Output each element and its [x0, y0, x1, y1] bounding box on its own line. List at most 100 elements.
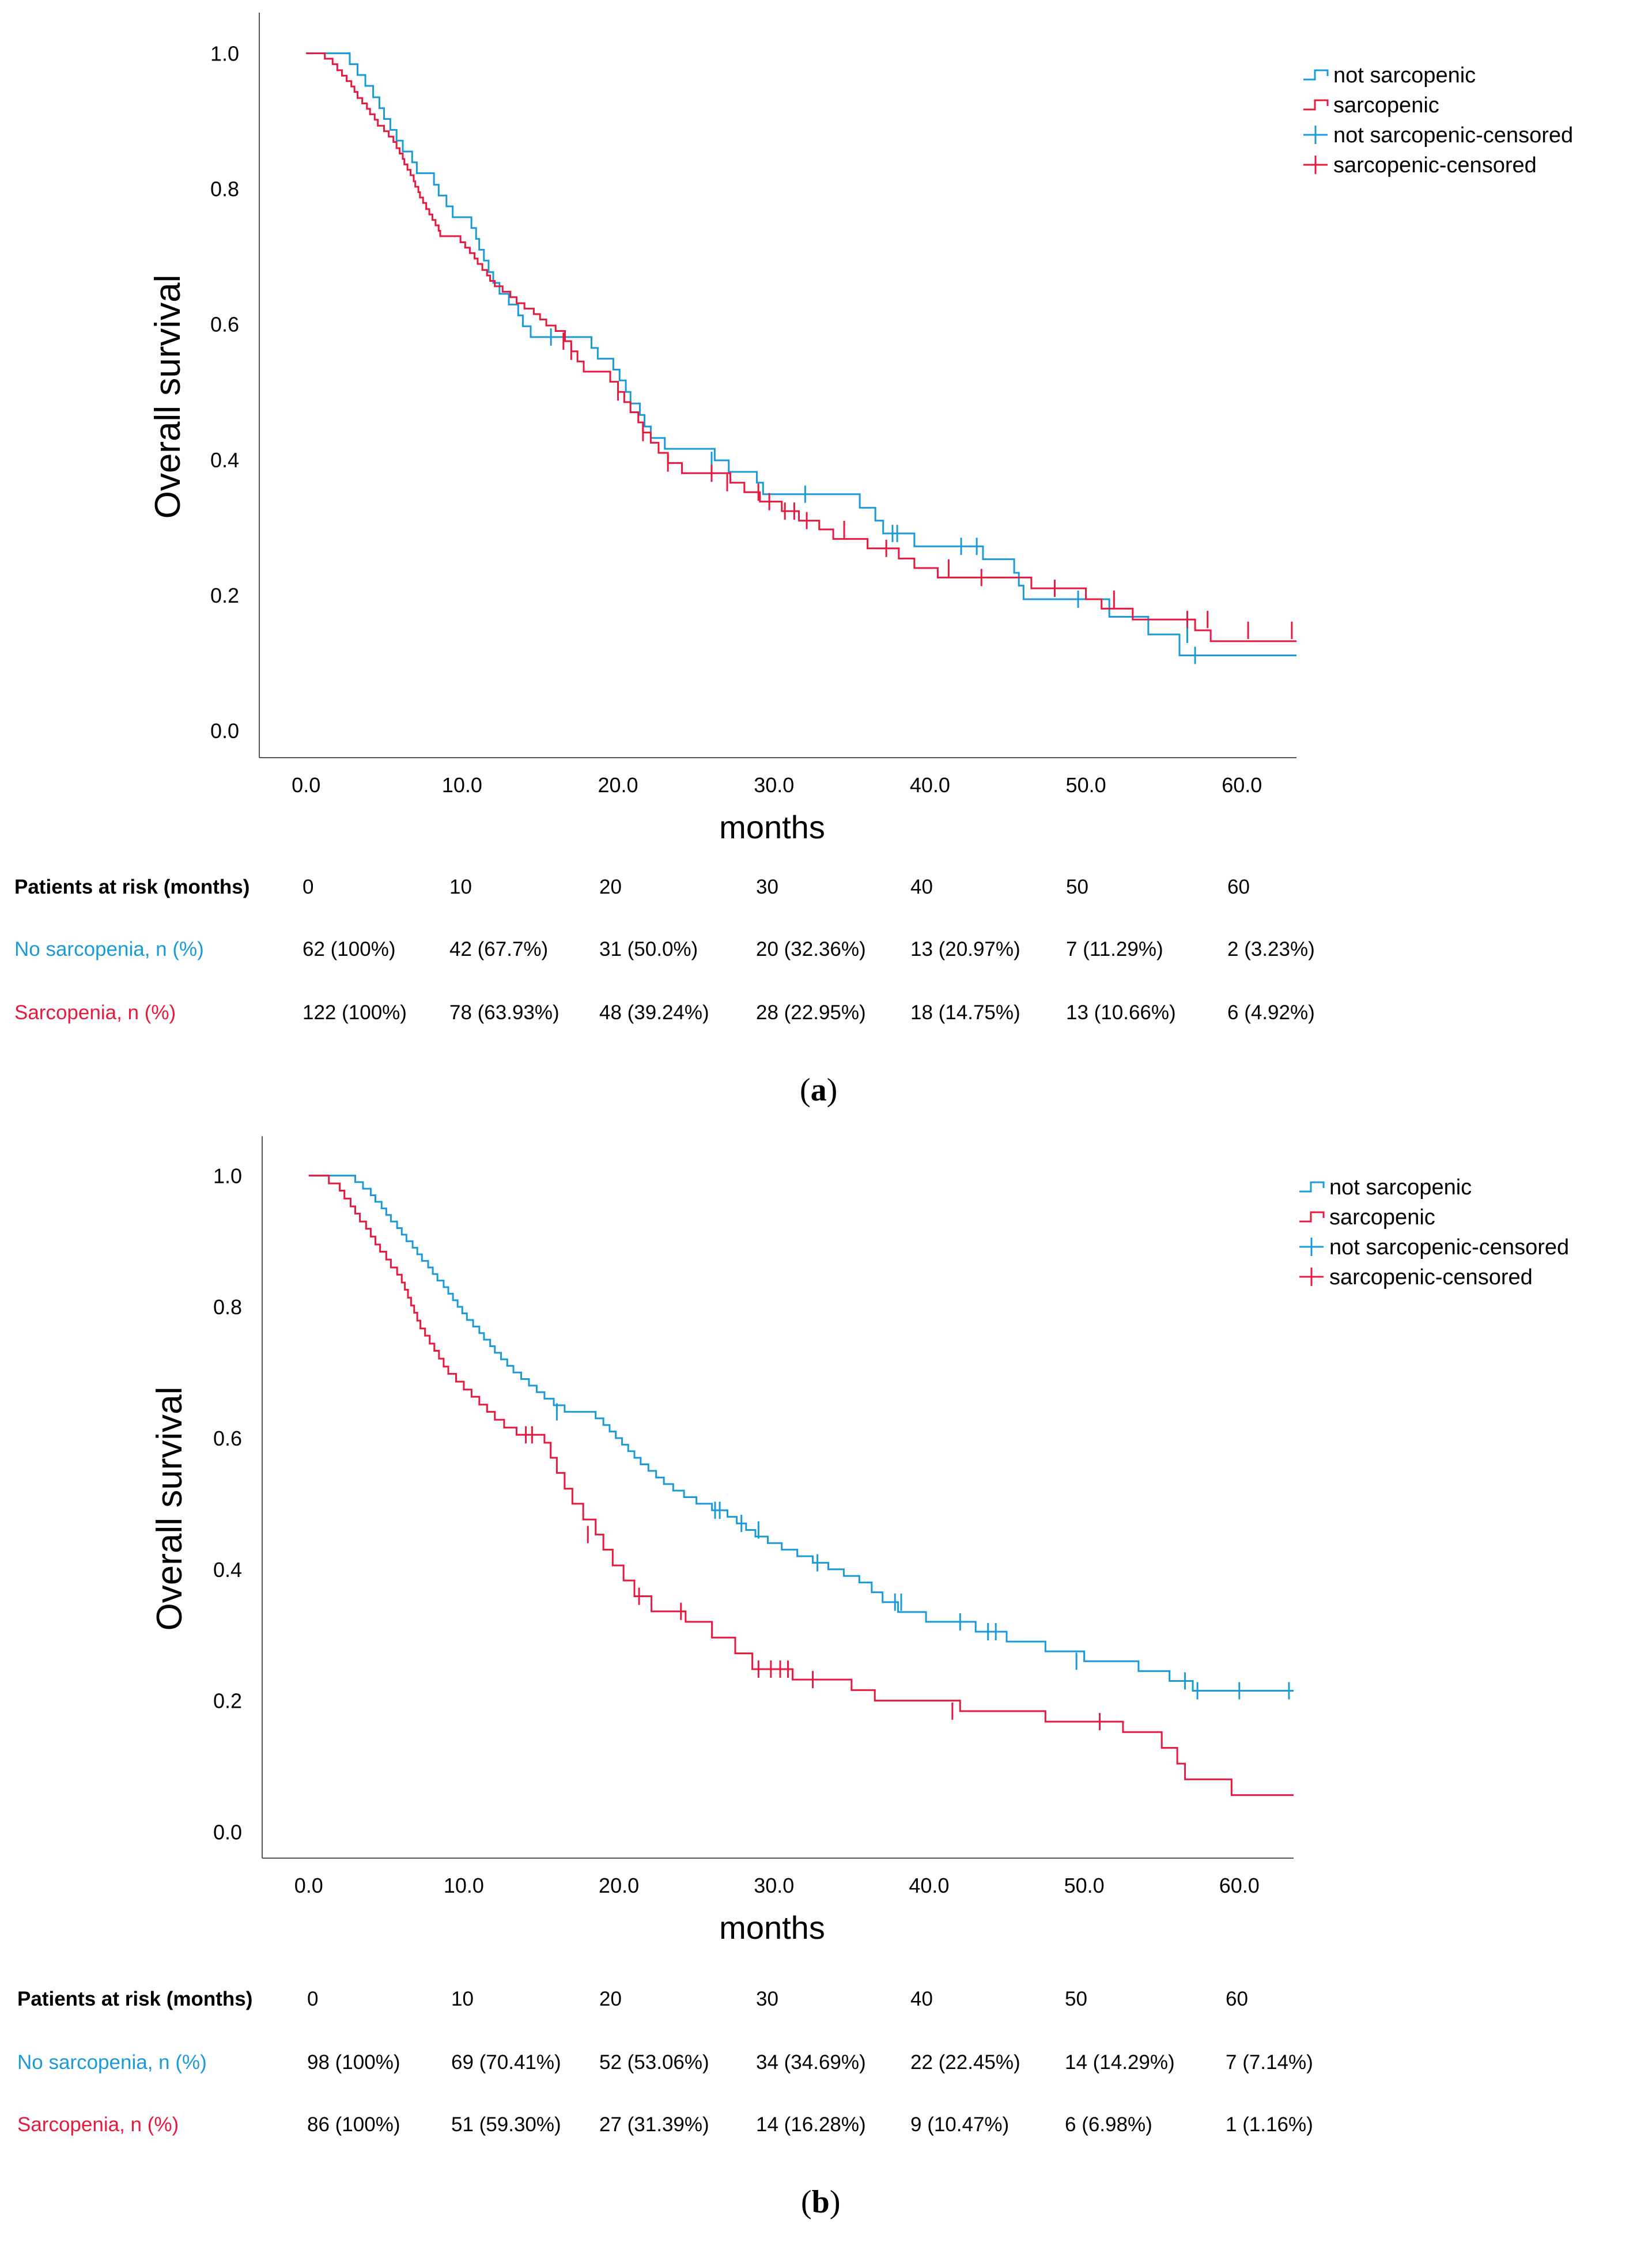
x-tick-label: 50.0: [1066, 773, 1106, 797]
panel-caption-b: (b): [801, 2184, 841, 2220]
risk-value: 69 (70.41%): [451, 2051, 561, 2074]
risk-time: 0: [303, 876, 314, 898]
risk-row-sarcopenia: Sarcopenia, n (%) 122 (100%) 78 (63.93%)…: [0, 1001, 1652, 1036]
risk-value: 1 (1.16%): [1226, 2113, 1313, 2136]
legend-censor-swatch: [1299, 1268, 1324, 1286]
y-tick-label: 0.2: [210, 584, 239, 607]
risk-value: 13 (20.97%): [910, 938, 1020, 960]
risk-time: 40: [910, 1988, 933, 2010]
risk-time: 60: [1226, 1988, 1248, 2010]
legend-censor-swatch: [1299, 1238, 1324, 1256]
risk-value: 28 (22.95%): [756, 1001, 866, 1024]
risk-value: 78 (63.93%): [449, 1001, 560, 1024]
legend-label: not sarcopenic-censored: [1329, 1235, 1569, 1259]
x-tick-label: 0.0: [292, 773, 320, 797]
y-tick-label: 0.2: [213, 1689, 242, 1713]
risk-time: 10: [451, 1988, 474, 2010]
x-tick-label: 40.0: [910, 773, 950, 797]
risk-row-label: No sarcopenia, n (%): [17, 2051, 207, 2074]
caption-letter: a: [810, 1072, 827, 1108]
panel-b: 0.0 0.2 0.4 0.6 0.8 1.0 0.0 10.0 20.0 30.0 40.0 50.…: [0, 1124, 1652, 2243]
risk-row-sarcopenia: Sarcopenia, n (%) 86 (100%) 51 (59.30%) …: [0, 2113, 1652, 2148]
y-tick-label: 1.0: [210, 42, 239, 66]
legend-line-swatch: [1303, 99, 1329, 111]
y-tick-label: 0.0: [210, 719, 239, 743]
risk-time: 40: [910, 876, 933, 898]
y-tick-label: 0.4: [213, 1558, 242, 1582]
risk-time: 30: [756, 876, 778, 898]
risk-value: 7 (11.29%): [1066, 938, 1163, 960]
legend-label: sarcopenic-censored: [1333, 153, 1537, 177]
legend-label: sarcopenic: [1329, 1205, 1435, 1230]
risk-value: 9 (10.47%): [910, 2113, 1010, 2136]
risk-value: 18 (14.75%): [910, 1001, 1020, 1024]
survival-chart-b: 0.0 0.2 0.4 0.6 0.8 1.0 0.0 10.0 20.0 30.0 40.0 50.…: [150, 1136, 1569, 1946]
risk-value: 14 (16.28%): [756, 2113, 866, 2136]
panel-a: 0.0 0.2 0.4 0.6 0.8 1.0 0.0 10.0 20.0 30.0 40.0 50.…: [0, 13, 1652, 1108]
risk-value: 52 (53.06%): [599, 2051, 709, 2074]
legend-label: not sarcopenic-censored: [1333, 123, 1573, 147]
risk-value: 31 (50.0%): [599, 938, 698, 960]
y-tick-label: 0.8: [210, 177, 239, 201]
risk-value: 7 (7.14%): [1226, 2051, 1313, 2074]
x-axis-label: months: [719, 1909, 825, 1946]
risk-value: 2 (3.23%): [1227, 938, 1315, 960]
risk-value: 6 (6.98%): [1065, 2113, 1152, 2136]
x-tick-label: 50.0: [1064, 1874, 1105, 1897]
x-tick-label: 60.0: [1219, 1874, 1260, 1897]
risk-value: 27 (31.39%): [599, 2113, 709, 2136]
x-tick-label: 30.0: [754, 773, 794, 797]
legend-line-swatch: [1299, 1211, 1325, 1223]
x-tick-label: 10.0: [444, 1874, 484, 1897]
y-tick-label: 0.4: [210, 448, 239, 472]
y-axis-label: Overall survival: [148, 275, 188, 519]
risk-value: 6 (4.92%): [1227, 1001, 1315, 1024]
risk-header-label: Patients at risk (months): [14, 876, 250, 898]
risk-time: 50: [1065, 1988, 1087, 2010]
risk-value: 42 (67.7%): [449, 938, 549, 960]
legend-label: not sarcopenic: [1329, 1175, 1472, 1200]
risk-value: 62 (100%): [303, 938, 396, 960]
y-tick-label: 0.8: [213, 1295, 242, 1319]
legend-line-swatch: [1303, 69, 1329, 81]
legend-censor-swatch: [1303, 156, 1328, 174]
y-tick-label: 1.0: [213, 1164, 242, 1187]
x-tick-label: 60.0: [1222, 773, 1262, 797]
risk-row-label: Sarcopenia, n (%): [17, 2113, 179, 2136]
risk-value: 122 (100%): [303, 1001, 407, 1024]
risk-value: 98 (100%): [307, 2051, 400, 2074]
x-tick-label: 40.0: [909, 1874, 949, 1897]
legend-label: not sarcopenic: [1333, 63, 1476, 88]
risk-time: 0: [307, 1988, 319, 2010]
risk-value: 34 (34.69%): [756, 2051, 866, 2074]
risk-value: 86 (100%): [307, 2113, 400, 2136]
x-tick-label: 20.0: [599, 1874, 639, 1897]
caption-letter: b: [811, 2184, 830, 2220]
risk-value: 48 (39.24%): [599, 1001, 709, 1024]
y-axis-label: Overall survival: [150, 1387, 190, 1631]
legend-label: sarcopenic-censored: [1329, 1265, 1533, 1289]
risk-time: 20: [599, 876, 622, 898]
panel-caption-a: (a): [800, 1072, 838, 1108]
risk-time: 60: [1227, 876, 1250, 898]
risk-time: 10: [449, 876, 472, 898]
legend-label: sarcopenic: [1333, 93, 1439, 118]
x-tick-label: 0.0: [294, 1874, 323, 1897]
risk-header-row: Patients at risk (months) 0 10 20 30 40 …: [0, 876, 1652, 910]
risk-row-label: Sarcopenia, n (%): [14, 1001, 176, 1024]
risk-time: 30: [756, 1988, 778, 2010]
legend-censor-swatch: [1303, 126, 1328, 144]
sarcopenic-survival-curve: [306, 52, 1296, 642]
risk-value: 51 (59.30%): [451, 2113, 561, 2136]
x-axis-label: months: [719, 809, 825, 845]
risk-row-no-sarcopenia: No sarcopenia, n (%) 62 (100%) 42 (67.7%…: [0, 938, 1652, 973]
x-tick-label: 30.0: [754, 1874, 794, 1897]
risk-value: 14 (14.29%): [1065, 2051, 1175, 2074]
risk-row-no-sarcopenia: No sarcopenia, n (%) 98 (100%) 69 (70.41…: [0, 2051, 1652, 2086]
risk-row-label: No sarcopenia, n (%): [14, 938, 204, 960]
risk-header-label: Patients at risk (months): [17, 1988, 253, 2010]
sarcopenic-survival-curve: [308, 1174, 1294, 1796]
y-tick-label: 0.0: [213, 1820, 242, 1844]
y-tick-label: 0.6: [210, 313, 239, 336]
legend-line-swatch: [1299, 1181, 1325, 1193]
